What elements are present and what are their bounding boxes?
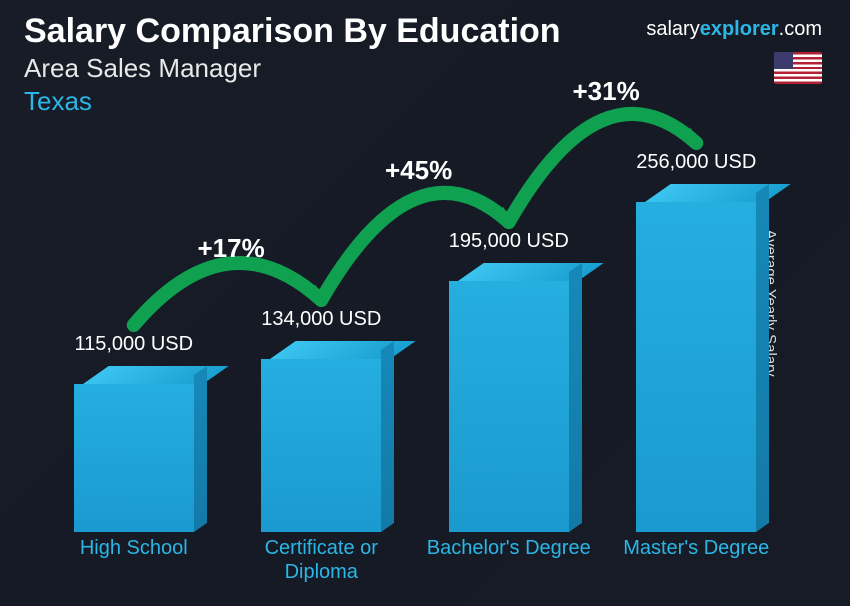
bar-value-label: 115,000 USD: [74, 333, 193, 356]
bar-group: 256,000 USD: [614, 151, 779, 532]
bar-side-face: [381, 341, 394, 532]
bar-value-label: 134,000 USD: [261, 308, 381, 331]
bar: [74, 366, 194, 532]
bar: [261, 341, 381, 532]
bar-group: 115,000 USD: [51, 333, 216, 532]
brand-text-1: salary: [646, 18, 699, 40]
region-label: Texas: [24, 86, 826, 117]
bar-side-face: [756, 184, 769, 532]
bar-value-label: 256,000 USD: [636, 151, 756, 174]
brand-logo: salaryexplorer.com: [646, 18, 822, 41]
bar: [449, 263, 569, 532]
bar-front-face: [261, 359, 381, 532]
bars-container: 115,000 USD 134,000 USD 195,000 USD 256,000…: [40, 140, 790, 532]
brand-text-suffix: .com: [779, 18, 822, 40]
x-axis-label: Certificate or Diploma: [239, 536, 404, 588]
x-axis-label: Master's Degree: [614, 536, 779, 588]
bar-front-face: [449, 281, 569, 532]
bar-front-face: [636, 202, 756, 532]
bar-side-face: [569, 263, 582, 532]
bar-chart: 115,000 USD 134,000 USD 195,000 USD 256,000…: [40, 140, 790, 588]
bar: [636, 184, 756, 532]
bar-group: 134,000 USD: [239, 308, 404, 532]
us-flag-icon: [774, 52, 822, 84]
brand-text-accent: explorer: [700, 18, 779, 40]
bar-top-face: [270, 341, 416, 359]
x-labels-container: High School Certificate or Diploma Bachelo…: [40, 536, 790, 588]
job-title: Area Sales Manager: [24, 53, 826, 84]
bar-group: 195,000 USD: [426, 230, 591, 532]
bar-top-face: [645, 184, 791, 202]
x-axis-label: Bachelor's Degree: [426, 536, 591, 588]
bar-side-face: [194, 366, 207, 532]
bar-front-face: [74, 384, 194, 532]
x-axis-label: High School: [51, 536, 216, 588]
bar-value-label: 195,000 USD: [449, 230, 569, 253]
